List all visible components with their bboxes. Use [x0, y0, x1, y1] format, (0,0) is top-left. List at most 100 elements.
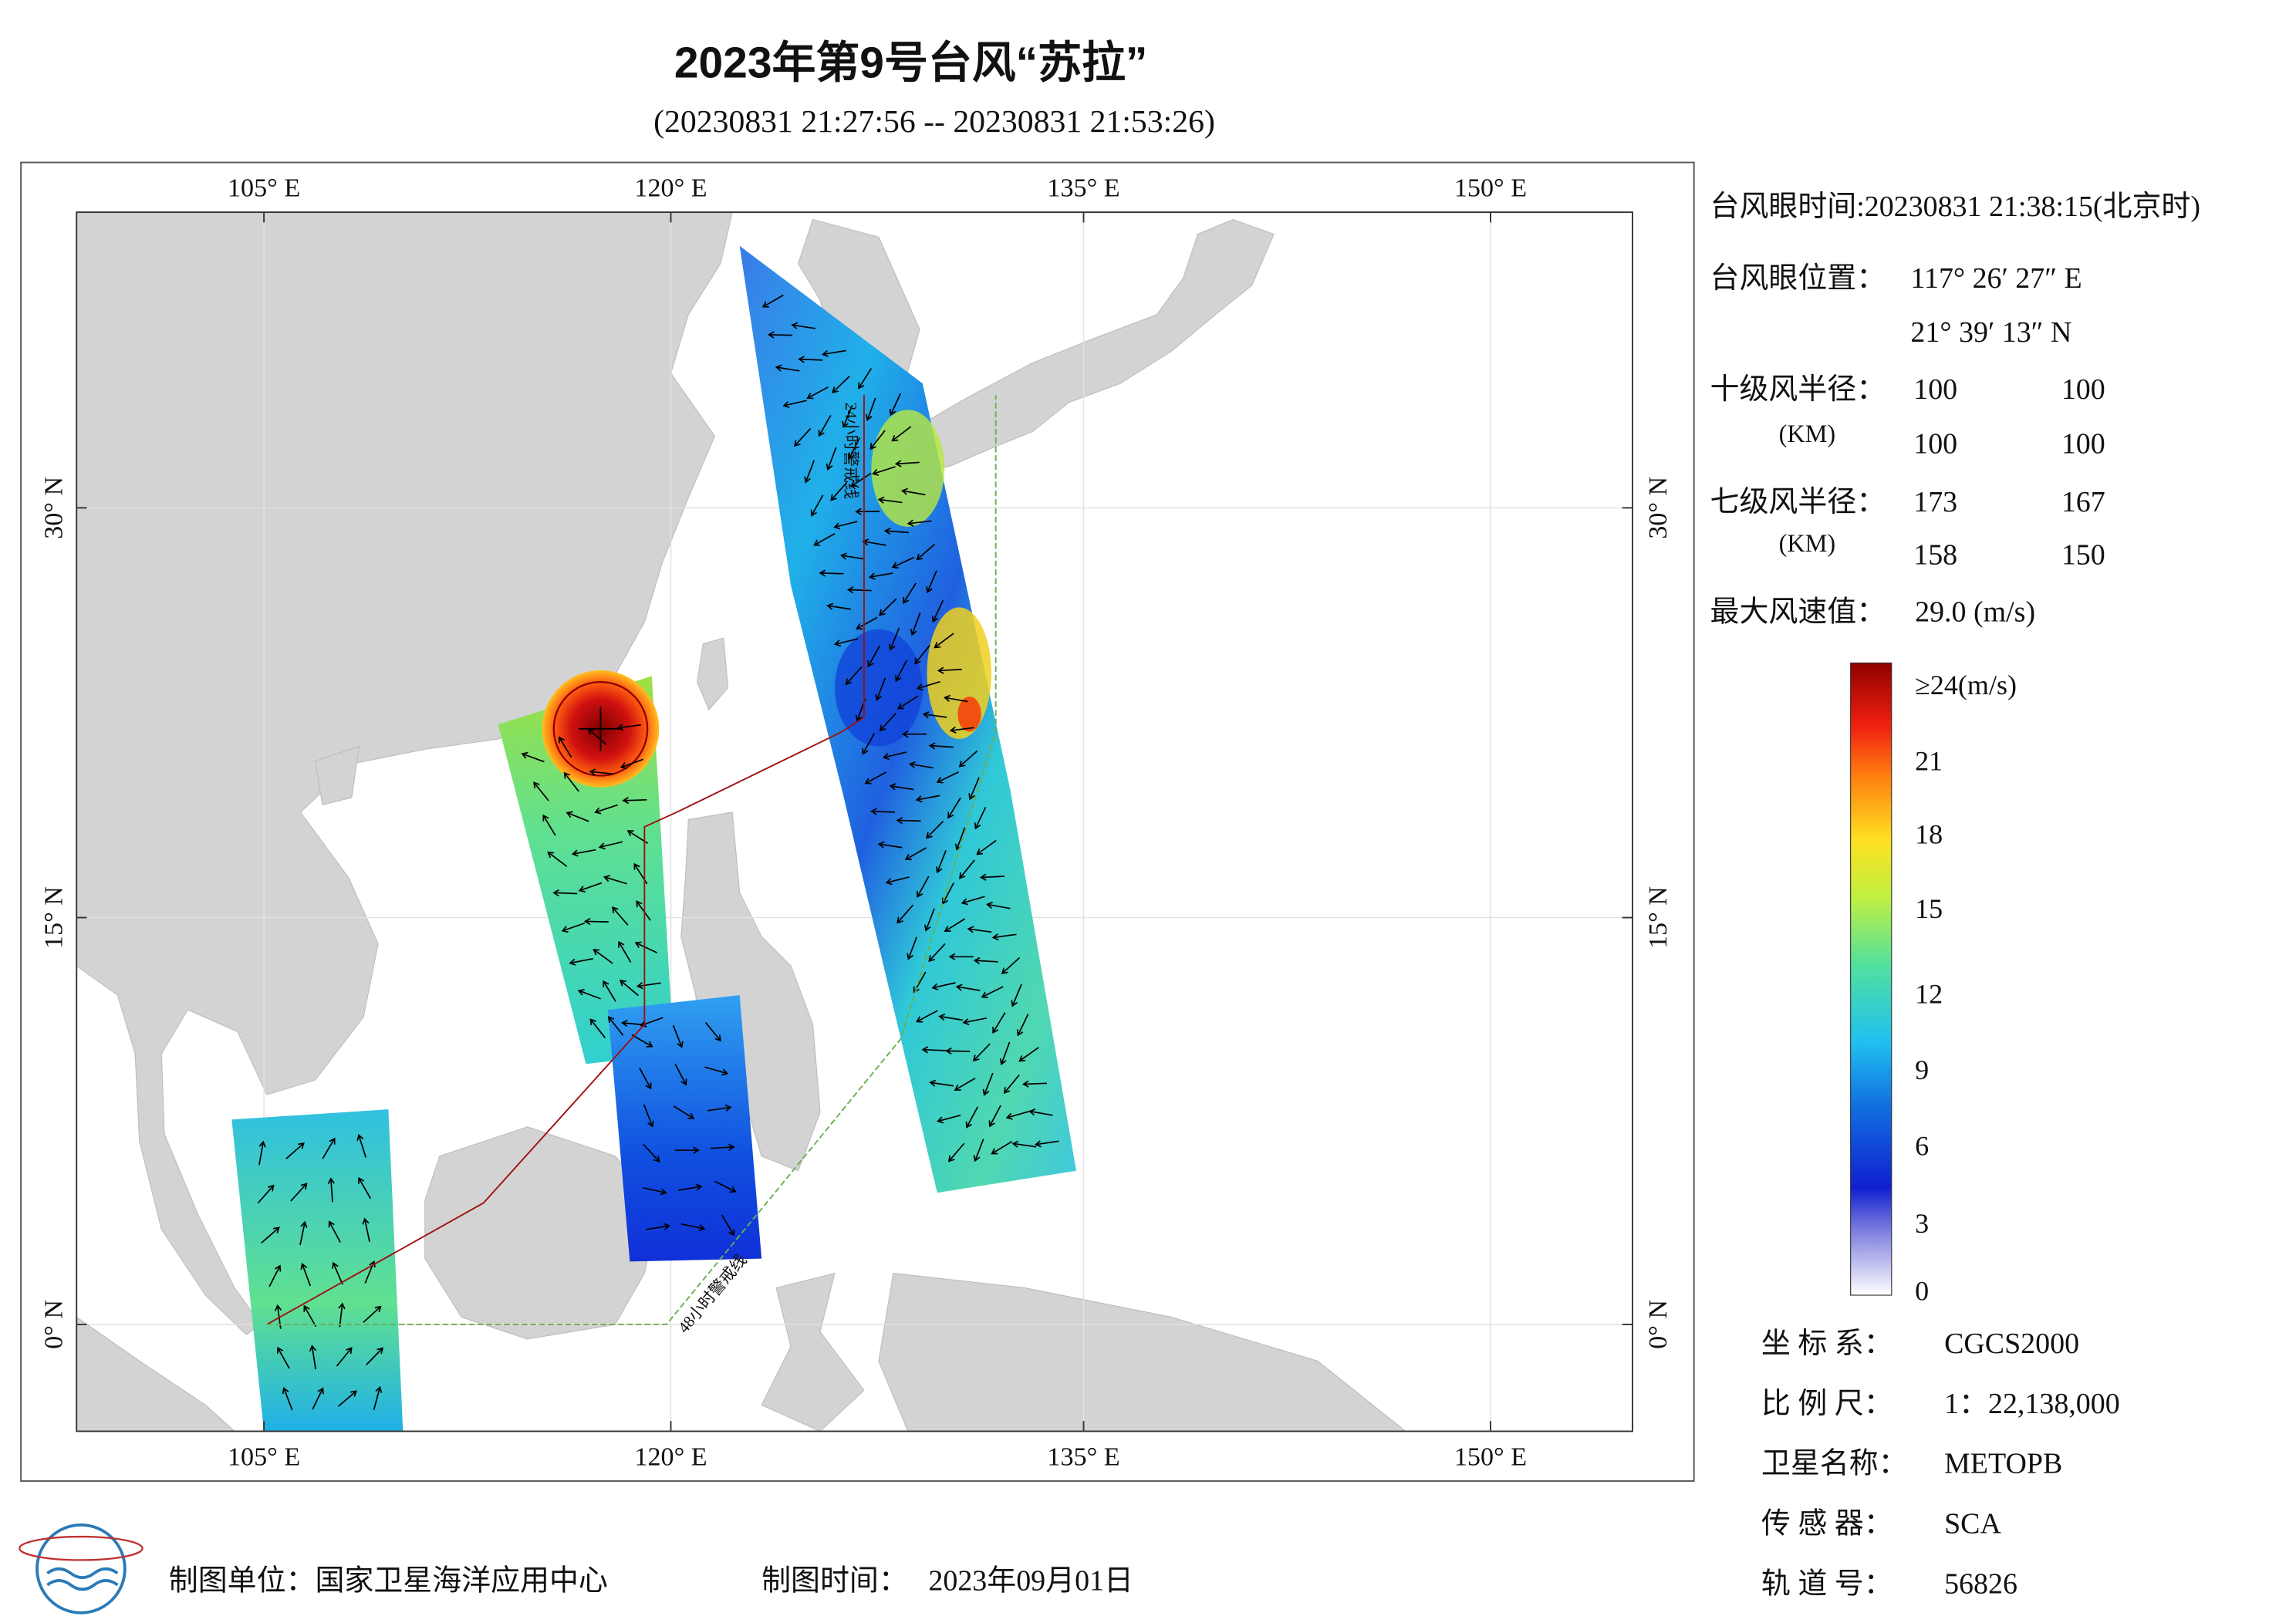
- wind-arrow: [869, 430, 886, 450]
- wind-arrow: [879, 712, 896, 732]
- wind-arrow: [761, 294, 784, 308]
- wind-arrow: [915, 1010, 938, 1023]
- wind-arrow: [862, 538, 886, 546]
- lon-label: 105° E: [228, 174, 300, 202]
- wind-arrow: [646, 1223, 670, 1230]
- wind-arrow: [926, 570, 937, 594]
- wind-swath: [607, 995, 762, 1262]
- wind-arrow: [850, 472, 872, 488]
- wind-arrow: [639, 1067, 652, 1090]
- radius-value: 100: [2061, 427, 2105, 460]
- wind-arrow: [1005, 1110, 1030, 1120]
- wind-arrow: [558, 736, 572, 758]
- wind-arrow: [879, 598, 897, 616]
- wind-arrow: [583, 917, 609, 926]
- lat-label: 0° N: [1644, 1300, 1673, 1349]
- wind-arrow: [587, 728, 607, 745]
- wind-arrow: [631, 1034, 653, 1048]
- wind-arrow: [982, 1072, 994, 1096]
- wind-swath: [957, 697, 981, 732]
- wind-arrow: [928, 943, 946, 962]
- wind-arrow: [922, 711, 947, 719]
- lon-label: 120° E: [634, 1442, 707, 1471]
- wind-arrow: [967, 926, 992, 933]
- wind-arrow: [968, 777, 980, 801]
- wind-arrow: [858, 368, 873, 390]
- wind-arrow: [848, 437, 861, 460]
- wind-arrow: [804, 460, 815, 484]
- wind-arrow: [891, 556, 914, 569]
- subtitle: (20230831 21:27:56 -- 20230831 21:53:26): [653, 104, 1215, 140]
- wind-arrow: [958, 750, 978, 768]
- wind-arrow: [571, 849, 596, 857]
- wind-arrow: [875, 677, 886, 701]
- wind-arrow: [1011, 1140, 1037, 1148]
- wind-arrow: [931, 982, 956, 990]
- warning-line-48h: [266, 395, 997, 1325]
- wind-arrow: [714, 1180, 737, 1193]
- wind-arrow: [819, 569, 844, 577]
- colorbar-label: ≥24(m/s): [1915, 670, 2017, 700]
- wind-arrow: [1001, 957, 1021, 974]
- info-label: 台风眼位置：: [1710, 262, 1886, 295]
- wind-arrow: [618, 940, 632, 963]
- lon-label: 105° E: [228, 1442, 300, 1471]
- wind-arrow: [929, 1079, 954, 1087]
- wind-arrow: [926, 821, 944, 839]
- wind-arrow: [328, 1220, 341, 1243]
- wind-arrow: [1034, 1140, 1059, 1148]
- wind-arrow: [896, 695, 919, 710]
- wind-arrow: [636, 982, 661, 990]
- wind-arrow: [961, 896, 985, 906]
- wind-arrow: [945, 1047, 971, 1055]
- wind-arrow: [322, 1137, 336, 1159]
- wind-arrow: [889, 393, 901, 417]
- wind-arrow: [704, 1066, 729, 1076]
- meta-value: SCA: [1944, 1507, 2001, 1540]
- colorbar-label: 0: [1915, 1275, 1929, 1306]
- wind-arrow: [798, 356, 823, 363]
- wind-arrow: [870, 808, 896, 815]
- footer-date-label: 制图时间：: [761, 1564, 908, 1597]
- wind-arrow: [992, 1012, 1006, 1034]
- wind-arrow: [542, 814, 556, 836]
- wind-arrow: [935, 850, 947, 874]
- wind-arrow: [924, 908, 935, 932]
- wind-arrow: [938, 1013, 964, 1021]
- wind-arrow: [338, 1302, 346, 1328]
- wind-arrow: [767, 331, 793, 339]
- wind-arrow: [986, 901, 1011, 909]
- wind-arrow: [937, 1114, 961, 1124]
- info-label: 最大风速值：: [1710, 596, 1886, 629]
- title: 2023年第9号台风“苏拉”: [674, 38, 1148, 87]
- wind-arrow: [268, 1264, 282, 1287]
- wind-arrow: [303, 1304, 317, 1328]
- wind-arrow: [944, 918, 966, 932]
- lat-label: 15° N: [40, 886, 69, 949]
- wind-arrow: [991, 1141, 1013, 1155]
- lat-label: 15° N: [1644, 886, 1673, 949]
- lon-label: 150° E: [1454, 174, 1527, 202]
- wind-arrow: [1016, 1014, 1029, 1037]
- wind-arrow: [928, 742, 954, 750]
- wind-arrow: [366, 1347, 384, 1366]
- wind-arrow: [962, 1017, 988, 1026]
- wind-arrow: [907, 519, 932, 527]
- wind-arrow: [901, 731, 927, 738]
- wind-arrow: [707, 1104, 732, 1112]
- land: [680, 812, 821, 1172]
- wind-arrow: [261, 1227, 280, 1244]
- wind-swath: [231, 1109, 403, 1432]
- colorbar-label: 15: [1915, 893, 1943, 924]
- meta-value: CGCS2000: [1944, 1328, 2079, 1360]
- wind-arrow: [826, 447, 837, 471]
- wind-arrow: [603, 980, 616, 1002]
- wind-arrow: [643, 1143, 660, 1162]
- colorbar-label: 12: [1915, 978, 1943, 1009]
- wind-arrow: [782, 400, 807, 409]
- meta-label: 坐 标 系：: [1761, 1328, 1893, 1360]
- eye-time: 台风眼时间:20230831 21:38:15(北京时): [1710, 191, 2200, 223]
- wind-arrow: [949, 726, 974, 734]
- wind-arrow: [839, 552, 865, 560]
